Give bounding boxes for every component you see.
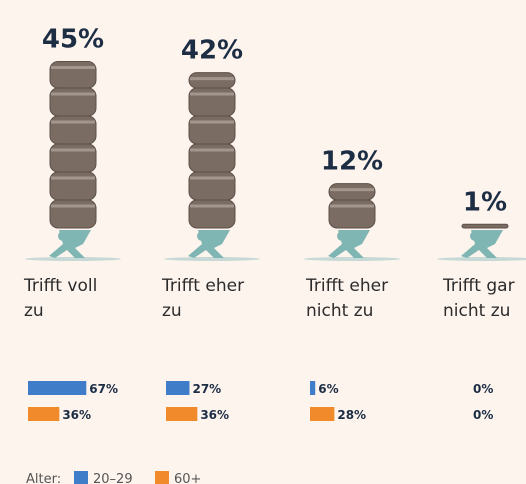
person-head <box>58 231 68 241</box>
briefcase <box>329 184 375 200</box>
briefcase <box>189 116 235 144</box>
infographic: 45% 67% 36% 42% 27% 36% 12% 6% 28% 1% 0% 0% Alter: 20… <box>0 0 526 484</box>
ground <box>304 257 400 261</box>
person-body <box>188 230 230 258</box>
percent-label: 12% <box>321 147 383 177</box>
age-value-label: 67% <box>89 382 118 396</box>
person-head <box>197 231 207 241</box>
age-value-label: 0% <box>473 382 493 396</box>
age-bar <box>310 407 334 421</box>
category-label: Trifft gar nicht zu <box>443 274 525 324</box>
age-value-label: 36% <box>200 408 229 422</box>
person-figure <box>304 230 400 261</box>
legend-swatch <box>155 471 169 484</box>
age-value-label: 27% <box>192 382 221 396</box>
legend-label: 60+ <box>174 472 201 484</box>
person-figure <box>25 230 121 261</box>
category-label: Trifft eher nicht zu <box>306 274 396 324</box>
age-bar <box>28 381 86 395</box>
age-bar <box>28 407 59 421</box>
age-value-label: 0% <box>473 408 493 422</box>
briefcase-stack <box>329 184 375 228</box>
person-figure <box>164 230 260 261</box>
briefcase <box>50 172 96 200</box>
age-bar <box>166 381 189 395</box>
briefcase <box>329 200 375 228</box>
person-figure <box>437 230 526 261</box>
person-head <box>470 231 480 241</box>
legend-label: 20–29 <box>93 472 133 484</box>
briefcase <box>189 172 235 200</box>
briefcase-stack <box>50 62 96 229</box>
age-value-label: 36% <box>62 408 91 422</box>
category-label: Trifft voll zu <box>24 274 114 324</box>
briefcase <box>50 116 96 144</box>
percent-label: 42% <box>181 36 243 66</box>
category-label: Trifft eher zu <box>162 274 252 324</box>
briefcase <box>50 62 96 89</box>
briefcase <box>189 144 235 172</box>
briefcase-stack <box>462 224 508 228</box>
briefcase <box>189 200 235 228</box>
ground <box>164 257 260 261</box>
person-body <box>328 230 370 258</box>
person-head <box>337 231 347 241</box>
age-bar <box>310 381 315 395</box>
percent-label: 45% <box>42 25 104 55</box>
briefcase <box>189 88 235 116</box>
ground <box>25 257 121 261</box>
briefcase-stack <box>189 73 235 228</box>
age-bar <box>166 407 197 421</box>
briefcase <box>189 73 235 88</box>
briefcase <box>50 144 96 172</box>
legend-title: Alter: <box>26 472 61 484</box>
percent-label: 1% <box>463 187 507 217</box>
chart: 45% 67% 36% 42% 27% 36% 12% 6% 28% 1% 0% 0% Alter: 20… <box>0 0 526 484</box>
briefcase <box>462 224 508 228</box>
ground <box>437 257 526 261</box>
age-value-label: 28% <box>337 408 366 422</box>
briefcase <box>50 200 96 228</box>
briefcase <box>50 88 96 116</box>
age-value-label: 6% <box>318 382 338 396</box>
person-body <box>49 230 91 258</box>
person-body <box>461 230 503 258</box>
legend-swatch <box>74 471 88 484</box>
